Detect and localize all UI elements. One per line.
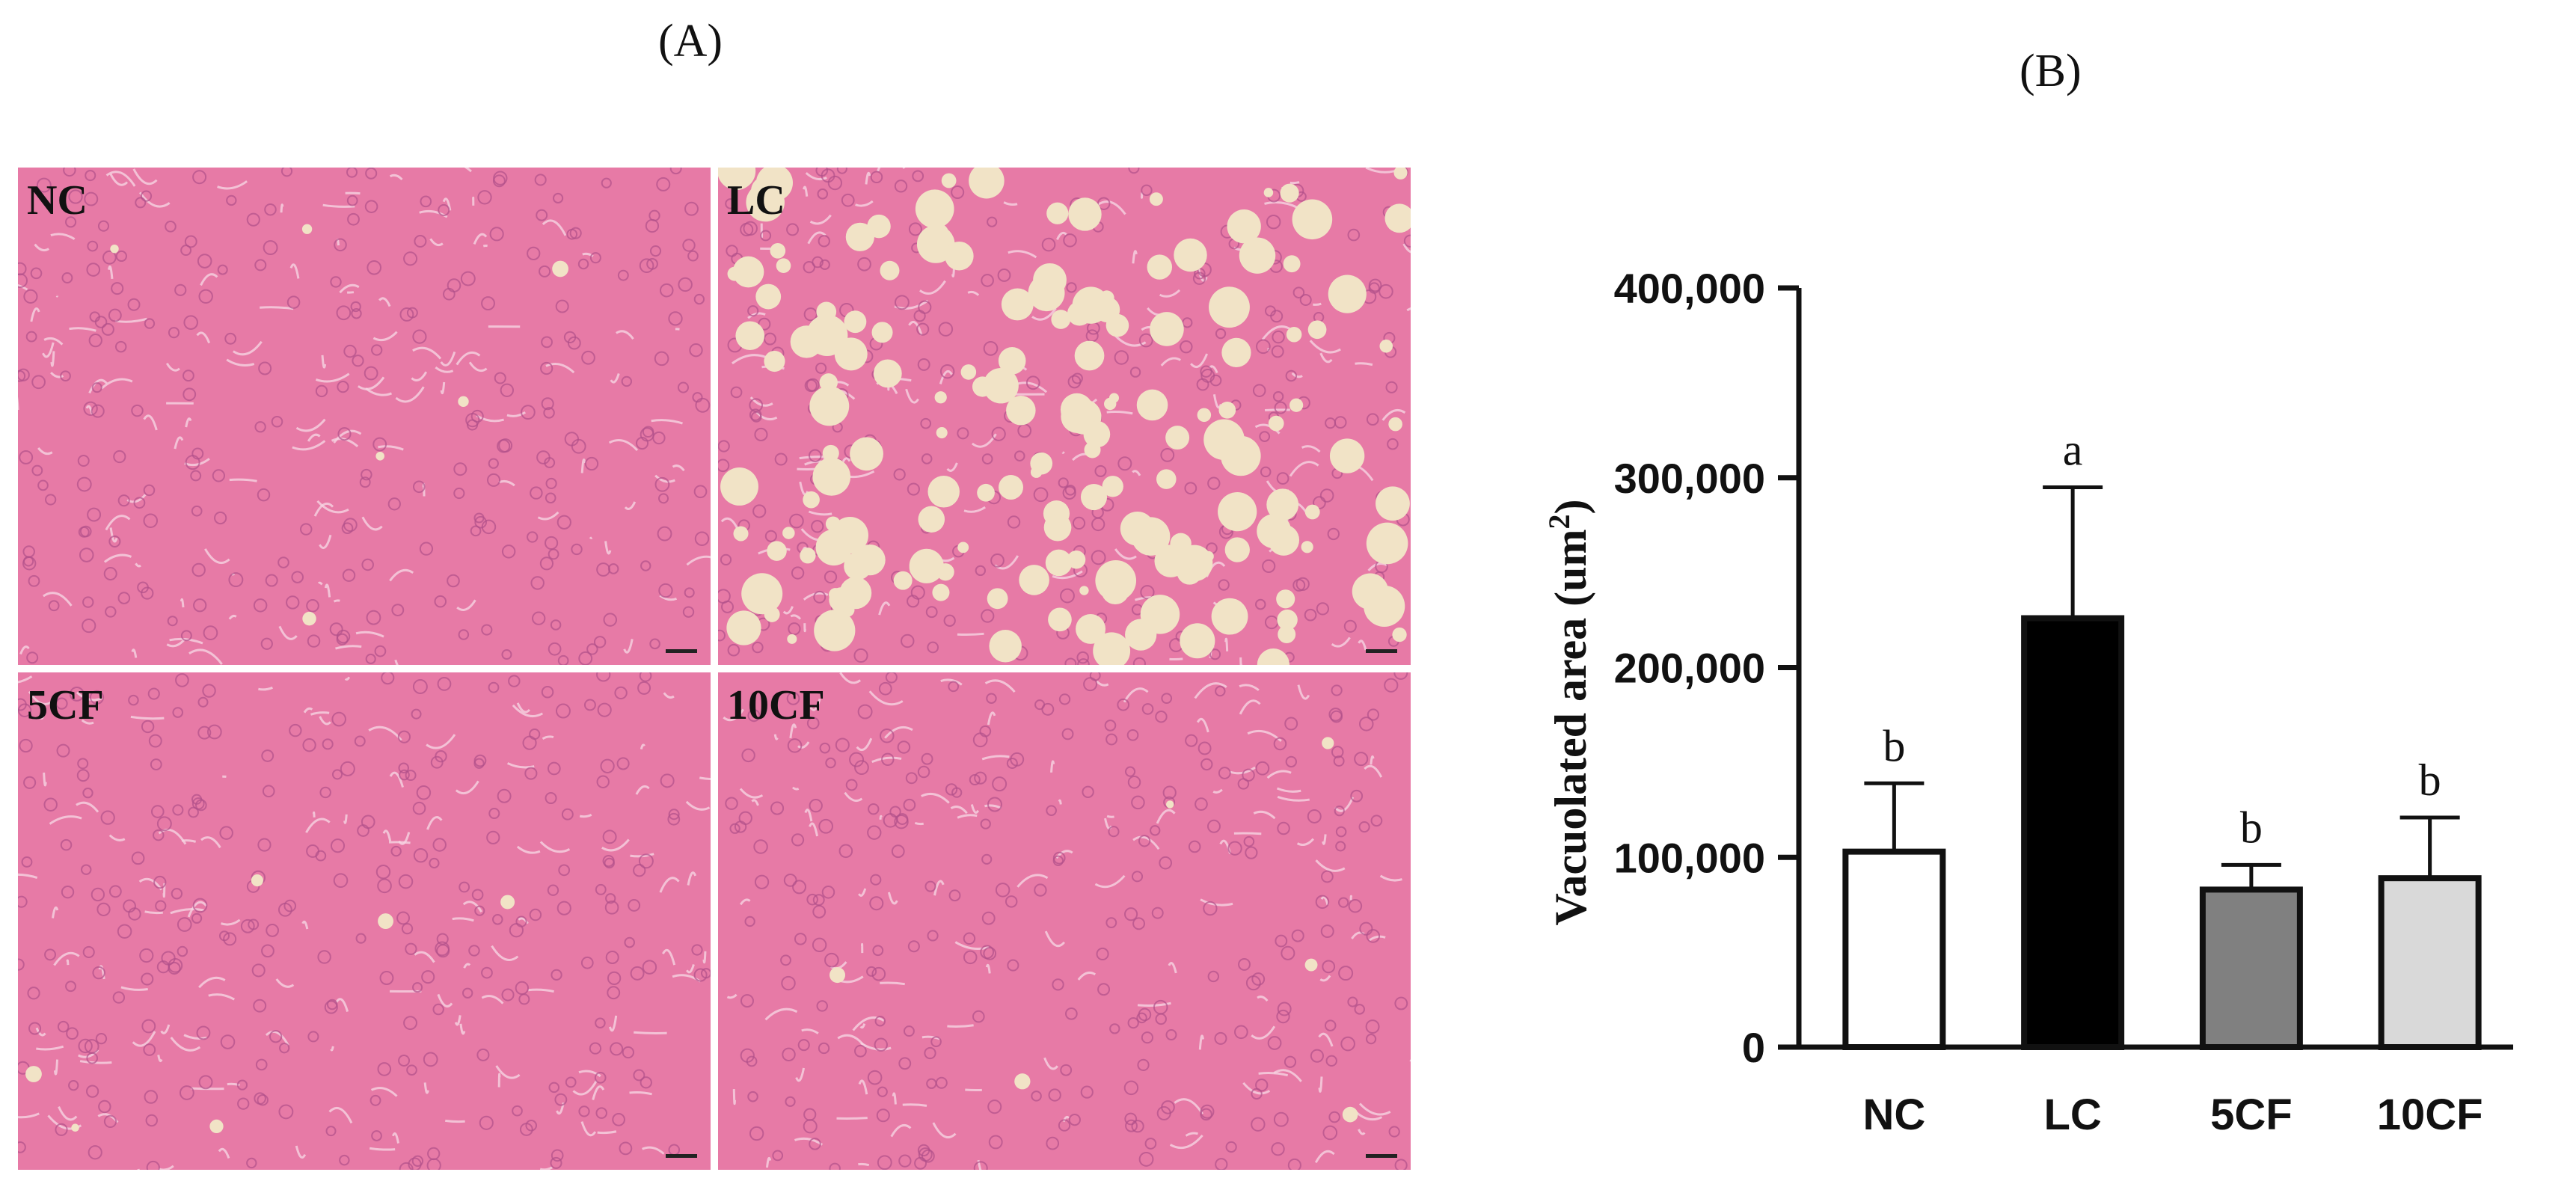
bar-5cf xyxy=(2199,886,2303,1051)
micrograph-10cf: 10CF xyxy=(718,672,1411,1170)
y-tick-label: 300,000 xyxy=(1614,455,1765,502)
y-tick-label: 400,000 xyxy=(1614,265,1765,312)
micrograph-5cf: 5CF xyxy=(18,672,711,1170)
y-tick-label: 100,000 xyxy=(1614,834,1765,881)
scale-bar xyxy=(666,649,697,653)
micrograph-nc: NC xyxy=(18,168,711,665)
micrograph-grid: NC LC 5CF 10CF xyxy=(18,168,1411,1170)
micrograph-texture xyxy=(723,672,1411,1170)
micrograph-label: 10CF xyxy=(727,682,825,729)
scale-bar xyxy=(1366,1154,1397,1158)
bar-nc xyxy=(1842,848,1946,1050)
x-tick-label: NC xyxy=(1862,1091,1925,1139)
significance-label: a xyxy=(2063,425,2083,474)
significance-label: b xyxy=(2240,803,2263,852)
x-tick-label: 5CF xyxy=(2210,1091,2293,1139)
x-tick-label: LC xyxy=(2043,1091,2101,1139)
significance-label: b xyxy=(1883,721,1905,770)
bar-chart: 0 100,000 200,000 300,000 400,000 Vacuolated … xyxy=(1542,265,2513,1139)
micrograph-lc: LC xyxy=(718,168,1411,665)
panel-b-label: (B) xyxy=(2020,46,2082,96)
micrograph-texture xyxy=(18,168,711,665)
y-tick-label: 200,000 xyxy=(1614,645,1765,692)
micrograph-label: LC xyxy=(727,177,785,224)
y-axis-label: Vacuolated area (um2) xyxy=(1542,500,1596,926)
scale-bar xyxy=(1366,649,1397,653)
significance-label: b xyxy=(2419,755,2441,805)
micrograph-label: 5CF xyxy=(27,682,104,729)
micrograph-texture xyxy=(718,168,1411,665)
panel-a-label: (A) xyxy=(658,16,723,67)
bar-10cf xyxy=(2378,875,2482,1050)
y-tick-label: 0 xyxy=(1742,1024,1765,1071)
x-tick-label: 10CF xyxy=(2377,1091,2483,1139)
micrograph-texture xyxy=(18,672,711,1170)
micrograph-label: NC xyxy=(27,177,88,224)
bar-lc xyxy=(2021,615,2125,1050)
scale-bar xyxy=(666,1154,697,1158)
